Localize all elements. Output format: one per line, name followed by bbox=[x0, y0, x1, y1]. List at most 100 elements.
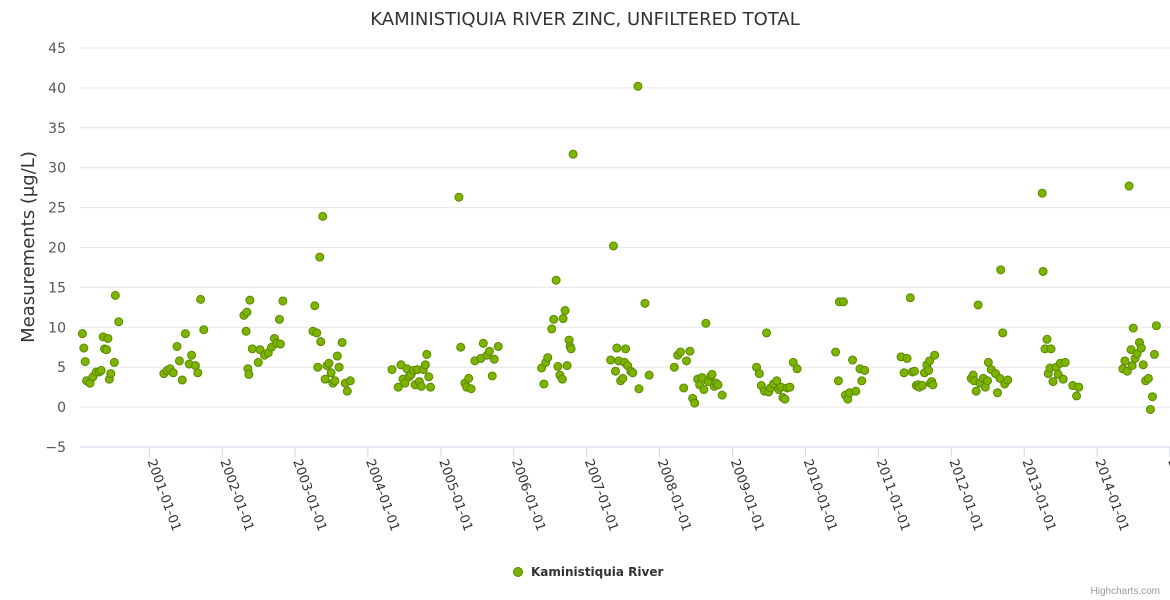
data-point[interactable] bbox=[187, 350, 197, 360]
data-point[interactable] bbox=[466, 384, 476, 394]
data-point[interactable] bbox=[80, 357, 90, 367]
data-point[interactable] bbox=[1145, 404, 1155, 414]
data-point[interactable] bbox=[326, 368, 336, 378]
data-point[interactable] bbox=[109, 357, 119, 367]
data-point[interactable] bbox=[106, 369, 116, 379]
data-point[interactable] bbox=[772, 376, 782, 386]
data-point[interactable] bbox=[610, 366, 620, 376]
data-point[interactable] bbox=[860, 365, 870, 375]
data-point[interactable] bbox=[478, 338, 488, 348]
data-point[interactable] bbox=[1060, 357, 1070, 367]
data-point[interactable] bbox=[114, 317, 124, 327]
data-point[interactable] bbox=[993, 388, 1003, 398]
data-point[interactable] bbox=[464, 373, 474, 383]
data-point[interactable] bbox=[103, 333, 113, 343]
data-point[interactable] bbox=[196, 294, 206, 304]
data-point[interactable] bbox=[247, 344, 257, 354]
data-point[interactable] bbox=[1048, 377, 1058, 387]
data-point[interactable] bbox=[244, 369, 254, 379]
data-point[interactable] bbox=[998, 328, 1008, 338]
data-point[interactable] bbox=[79, 343, 89, 353]
data-point[interactable] bbox=[174, 356, 184, 366]
data-point[interactable] bbox=[699, 385, 709, 395]
data-point[interactable] bbox=[831, 347, 841, 357]
credits-link[interactable]: Highcharts.com bbox=[1091, 586, 1160, 597]
data-point[interactable] bbox=[675, 347, 685, 357]
data-point[interactable] bbox=[110, 290, 120, 300]
data-point[interactable] bbox=[454, 192, 464, 202]
data-point[interactable] bbox=[633, 81, 643, 91]
data-point[interactable] bbox=[96, 365, 106, 375]
data-point[interactable] bbox=[1038, 266, 1048, 276]
data-point[interactable] bbox=[330, 376, 340, 386]
data-point[interactable] bbox=[848, 355, 858, 365]
data-point[interactable] bbox=[925, 356, 935, 366]
data-point[interactable] bbox=[484, 346, 494, 356]
data-point[interactable] bbox=[681, 356, 691, 366]
data-point[interactable] bbox=[1149, 349, 1159, 359]
data-point[interactable] bbox=[833, 376, 843, 386]
data-point[interactable] bbox=[1072, 391, 1082, 401]
data-point[interactable] bbox=[905, 293, 915, 303]
data-point[interactable] bbox=[562, 361, 572, 371]
data-point[interactable] bbox=[701, 318, 711, 328]
data-point[interactable] bbox=[780, 394, 790, 404]
data-point[interactable] bbox=[1042, 334, 1052, 344]
data-point[interactable] bbox=[930, 350, 940, 360]
data-point[interactable] bbox=[172, 341, 182, 351]
data-point[interactable] bbox=[1120, 356, 1130, 366]
data-point[interactable] bbox=[899, 368, 909, 378]
data-point[interactable] bbox=[560, 306, 570, 316]
data-point[interactable] bbox=[785, 382, 795, 392]
data-point[interactable] bbox=[713, 380, 723, 390]
data-point[interactable] bbox=[1122, 366, 1132, 376]
data-point[interactable] bbox=[422, 349, 432, 359]
data-point[interactable] bbox=[973, 300, 983, 310]
data-point[interactable] bbox=[762, 328, 772, 338]
data-point[interactable] bbox=[1151, 321, 1161, 331]
data-point[interactable] bbox=[644, 370, 654, 380]
data-point[interactable] bbox=[621, 344, 631, 354]
data-point[interactable] bbox=[316, 337, 326, 347]
data-point[interactable] bbox=[426, 382, 436, 392]
data-point[interactable] bbox=[543, 353, 553, 363]
data-point[interactable] bbox=[245, 295, 255, 305]
data-point[interactable] bbox=[539, 379, 549, 389]
data-point[interactable] bbox=[315, 252, 325, 262]
data-point[interactable] bbox=[983, 376, 993, 386]
data-point[interactable] bbox=[416, 381, 426, 391]
data-point[interactable] bbox=[493, 341, 503, 351]
data-point[interactable] bbox=[332, 351, 342, 361]
data-point[interactable] bbox=[324, 358, 334, 368]
data-point[interactable] bbox=[618, 373, 628, 383]
data-point[interactable] bbox=[553, 361, 563, 371]
data-point[interactable] bbox=[717, 390, 727, 400]
data-point[interactable] bbox=[242, 307, 252, 317]
data-point[interactable] bbox=[337, 337, 347, 347]
data-point[interactable] bbox=[606, 355, 616, 365]
data-point[interactable] bbox=[1046, 344, 1056, 354]
data-point[interactable] bbox=[838, 297, 848, 307]
data-point[interactable] bbox=[558, 314, 568, 324]
data-point[interactable] bbox=[1143, 373, 1153, 383]
data-point[interactable] bbox=[1147, 392, 1157, 402]
data-point[interactable] bbox=[168, 368, 178, 378]
data-point[interactable] bbox=[547, 324, 557, 334]
data-point[interactable] bbox=[557, 374, 567, 384]
data-point[interactable] bbox=[387, 365, 397, 375]
data-point[interactable] bbox=[400, 378, 410, 388]
data-point[interactable] bbox=[612, 343, 622, 353]
data-point[interactable] bbox=[634, 384, 644, 394]
data-point[interactable] bbox=[902, 353, 912, 363]
data-point[interactable] bbox=[917, 381, 927, 391]
data-point[interactable] bbox=[566, 344, 576, 354]
data-point[interactable] bbox=[241, 326, 251, 336]
data-point[interactable] bbox=[102, 345, 112, 355]
data-point[interactable] bbox=[193, 368, 203, 378]
data-point[interactable] bbox=[180, 329, 190, 339]
data-point[interactable] bbox=[669, 362, 679, 372]
data-point[interactable] bbox=[424, 372, 434, 382]
data-point[interactable] bbox=[924, 365, 934, 375]
data-point[interactable] bbox=[318, 211, 328, 221]
data-point[interactable] bbox=[754, 369, 764, 379]
